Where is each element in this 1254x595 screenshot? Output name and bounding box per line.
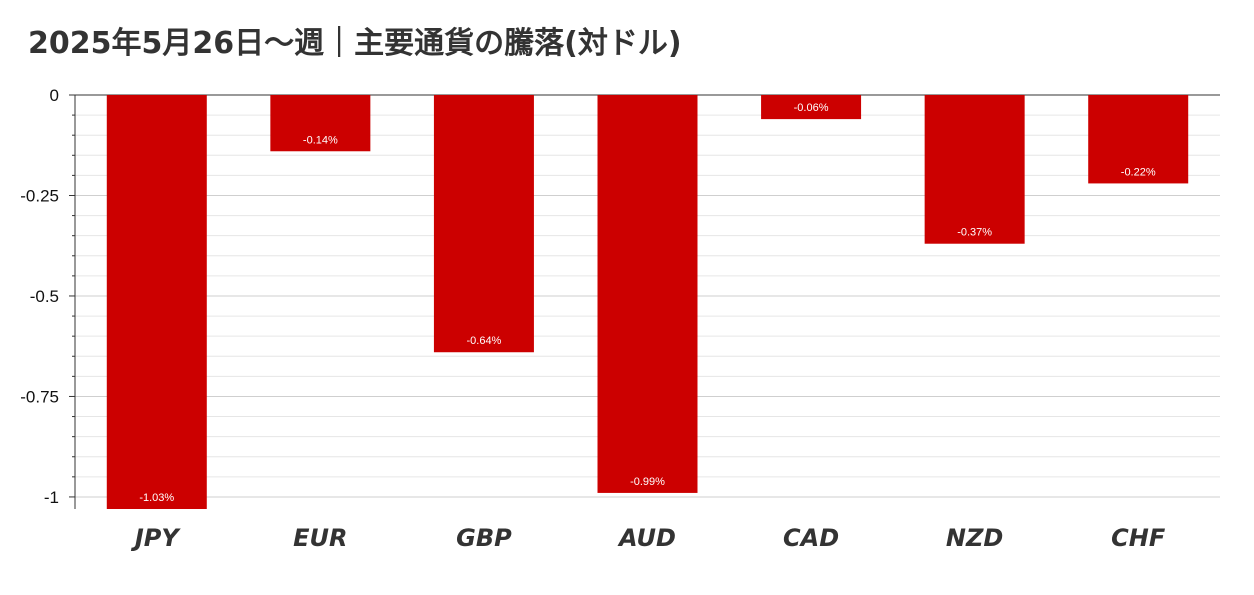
y-tick-label: -0.25 — [20, 186, 59, 205]
x-tick-label-gbp: GBP — [456, 524, 512, 552]
bar-aud — [597, 95, 698, 493]
y-axis-ticks: 0 -0.25 -0.5 -0.75 -1 — [20, 86, 59, 507]
x-tick-label-chf: CHF — [1111, 524, 1166, 552]
data-label-nzd: -0.37% — [957, 227, 992, 239]
y-tick-label: 0 — [50, 86, 59, 105]
data-label-jpy: -1.03% — [139, 492, 174, 504]
bar-gbp — [433, 95, 534, 353]
bars — [106, 95, 1189, 509]
x-tick-label-cad: CAD — [783, 524, 839, 552]
bar-eur — [270, 95, 371, 152]
x-axis-ticks: JPY EUR GBP AUD CAD NZD CHF — [131, 524, 1166, 552]
bar-chf — [1088, 95, 1189, 184]
data-label-chf: -0.22% — [1121, 166, 1156, 178]
y-tick-label: -1 — [44, 488, 59, 507]
x-tick-label-jpy: JPY — [131, 524, 182, 552]
bar-nzd — [924, 95, 1025, 244]
bar-jpy — [106, 95, 207, 509]
data-label-gbp: -0.64% — [466, 335, 501, 347]
x-tick-label-eur: EUR — [293, 524, 347, 552]
data-label-aud: -0.99% — [630, 476, 665, 488]
data-label-cad: -0.06% — [794, 102, 829, 114]
bar-cad — [761, 95, 862, 120]
data-labels: -1.03% -0.14% -0.64% -0.99% -0.06% -0.37% -0.2… — [139, 102, 1156, 504]
y-tick-label: -0.5 — [30, 287, 59, 306]
x-tick-label-nzd: NZD — [946, 524, 1003, 552]
y-tick-label: -0.75 — [20, 387, 59, 406]
x-tick-label-aud: AUD — [617, 524, 676, 552]
chart-title: 2025年5月26日～週｜主要通貨の騰落(対ドル) — [28, 26, 682, 61]
data-label-eur: -0.14% — [303, 134, 338, 146]
